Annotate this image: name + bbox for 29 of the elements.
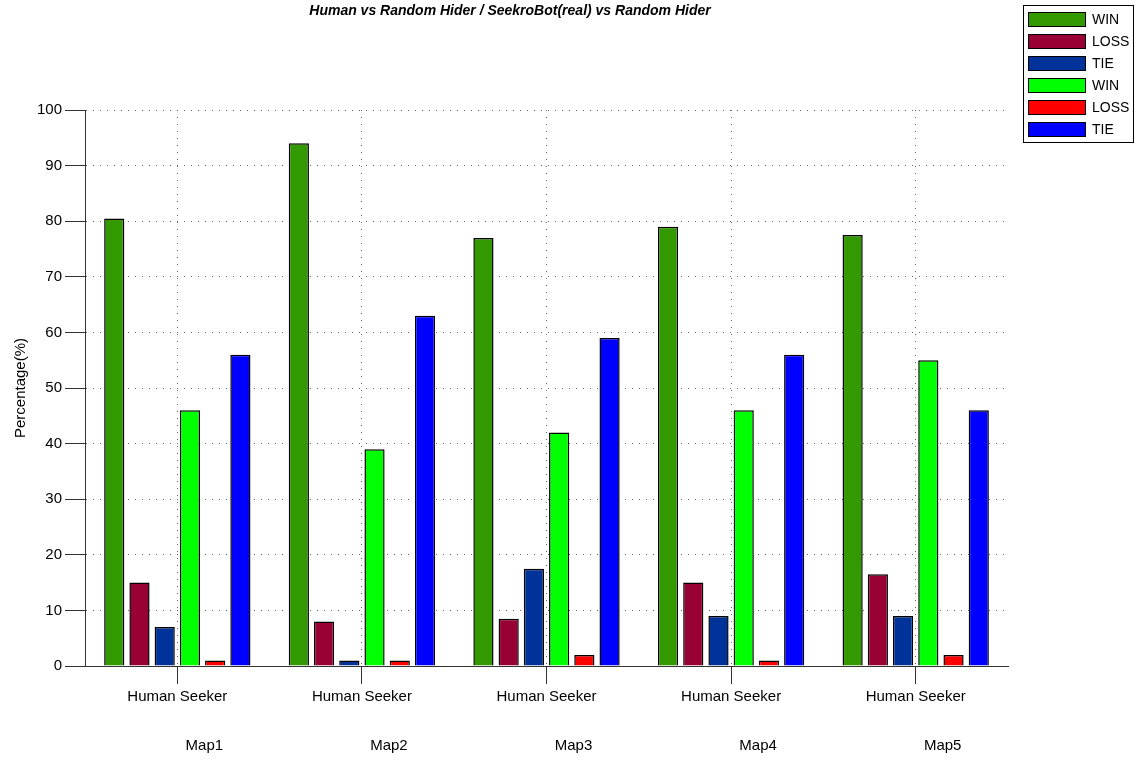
y-tick-label: 60 [45,322,63,340]
y-tick-label: 50 [45,378,63,396]
x-tick-label: Human Seeker [681,687,782,705]
y-tick-label: 100 [37,100,63,118]
y-tick-label: 90 [45,155,63,173]
legend-label: LOSS [1092,99,1130,115]
y-tick-label: 70 [45,266,63,284]
y-tick-label: 40 [45,433,63,451]
legend-label: WIN [1092,11,1120,27]
y-tick-label: 80 [45,211,63,229]
x-tick-label: Human Seeker [865,687,966,705]
text: Map3 [554,736,593,754]
text: Map4 [739,736,777,754]
legend-label: LOSS [1092,33,1130,49]
text: Map2 [370,736,408,754]
y-tick-label: 30 [45,489,63,507]
y-axis-title: Percentage(%) [11,337,29,439]
y-tick-label: 20 [45,544,63,562]
legend-label: TIE [1092,121,1114,137]
x-tick-label: Human Seeker [127,687,228,705]
y-tick-label: 0 [53,656,63,674]
legend-label: TIE [1092,55,1114,71]
legend-label: WIN [1092,77,1120,93]
text: Map1 [185,736,224,754]
chart-title: Human vs Random Hider / SeekroBot(real) vs Random Hider [308,2,713,18]
x-tick-label: Human Seeker [311,687,412,705]
x-tick-label: Human Seeker [496,687,597,705]
y-tick-label: 10 [45,600,63,618]
text: Map5 [923,736,962,754]
